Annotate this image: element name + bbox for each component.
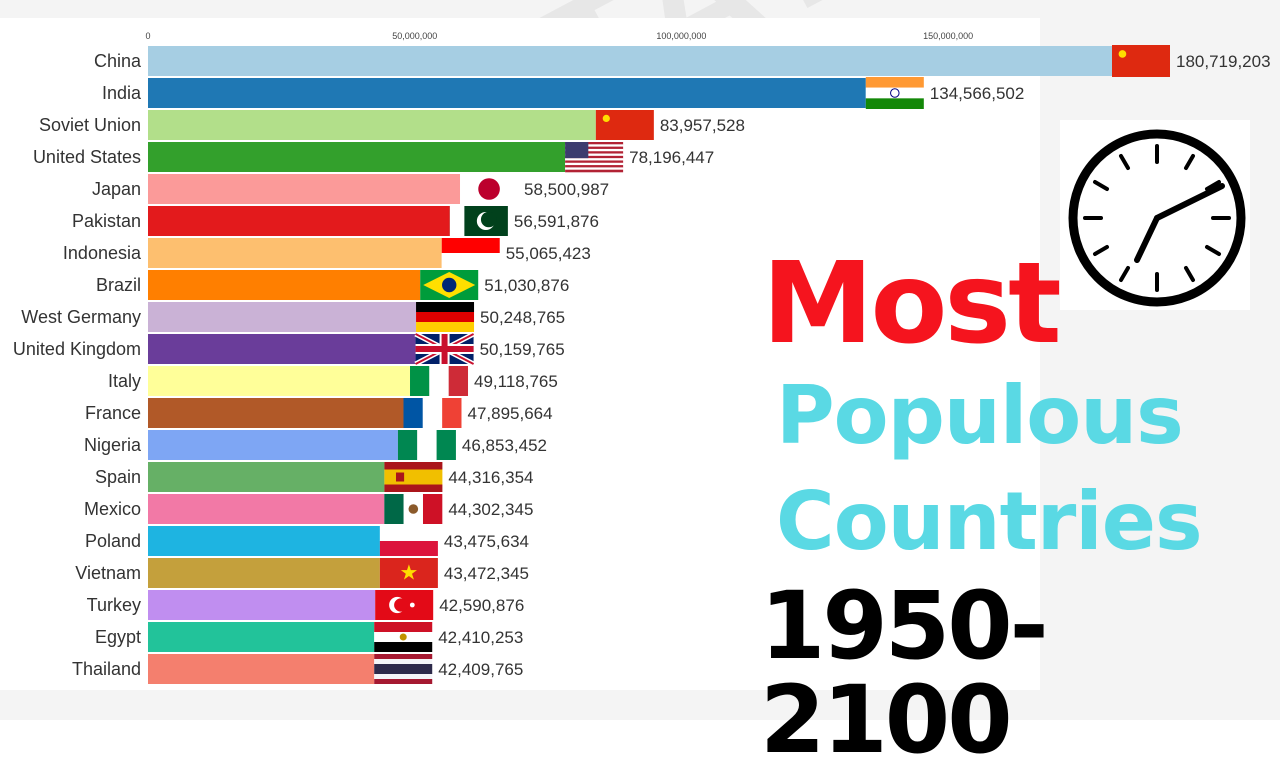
mexico-flag-icon: [384, 494, 443, 524]
category-label: West Germany: [21, 307, 141, 327]
bar: [148, 334, 416, 364]
spain-flag-icon: [384, 462, 443, 492]
category-label: France: [85, 403, 141, 423]
value-label: 55,065,423: [506, 244, 591, 263]
headline-countries: Countries: [776, 475, 1203, 568]
bar: [148, 270, 421, 300]
china-flag-icon: [1112, 45, 1170, 77]
category-label: India: [102, 83, 142, 103]
bar: [148, 110, 596, 140]
x-tick-label: 0: [145, 31, 150, 41]
value-label: 180,719,203: [1176, 52, 1271, 71]
headline-most: Most: [762, 239, 1062, 369]
bar: [148, 654, 375, 684]
west-germany-flag-icon: [416, 302, 475, 332]
turkey-flag-icon: [375, 590, 434, 620]
soviet-union-flag-icon: [595, 110, 654, 140]
bar: [148, 494, 385, 524]
category-label: Thailand: [72, 659, 141, 679]
bar: [148, 78, 866, 108]
category-label: United States: [33, 147, 141, 167]
category-label: Indonesia: [63, 243, 142, 263]
brazil-flag-icon: [420, 270, 479, 300]
bar: [148, 558, 380, 588]
value-label: 51,030,876: [484, 276, 569, 295]
category-label: Brazil: [96, 275, 141, 295]
bar-chart: 0 50,000,000 100,000,000 150,000,000 China 18…: [0, 18, 1271, 690]
bar: [148, 590, 376, 620]
bar: [148, 462, 385, 492]
value-label: 44,302,345: [448, 500, 533, 519]
nigeria-flag-icon: [397, 430, 456, 460]
value-label: 83,957,528: [660, 116, 745, 135]
value-label: 49,118,765: [474, 372, 558, 391]
value-label: 50,159,765: [480, 340, 565, 359]
value-label: 44,316,354: [448, 468, 533, 487]
category-label: Mexico: [84, 499, 141, 519]
value-label: 43,472,345: [444, 564, 529, 583]
category-label: Turkey: [87, 595, 141, 615]
bar: [148, 430, 398, 460]
category-label: Egypt: [95, 627, 141, 647]
india-flag-icon: [865, 77, 924, 109]
bar: [148, 366, 411, 396]
clock-icon: [1060, 120, 1250, 310]
bar: [148, 142, 566, 172]
category-label: United Kingdom: [13, 339, 141, 359]
bar: [148, 238, 442, 268]
value-label: 42,590,876: [439, 596, 524, 615]
value-label: 50,248,765: [480, 308, 565, 327]
bar: [148, 622, 375, 652]
france-flag-icon: [403, 398, 462, 428]
headline-populous: Populous: [776, 369, 1184, 462]
headline-years: 1950-2100: [760, 572, 1049, 775]
bar: [148, 526, 380, 556]
category-label: Poland: [85, 531, 141, 551]
japan-flag-icon: [460, 174, 519, 204]
x-tick-label: 100,000,000: [656, 31, 706, 41]
bar: [148, 206, 450, 236]
category-label: Italy: [108, 371, 141, 391]
bar: [148, 302, 417, 332]
value-label: 134,566,502: [930, 84, 1025, 103]
indonesia-flag-icon: [441, 238, 500, 268]
value-label: 78,196,447: [629, 148, 714, 167]
value-label: 47,895,664: [467, 404, 552, 423]
value-label: 42,410,253: [438, 628, 523, 647]
vietnam-flag-icon: ★: [379, 558, 438, 588]
uk-flag-icon: [414, 331, 475, 367]
category-label: Soviet Union: [39, 115, 141, 135]
italy-flag-icon: [410, 366, 469, 396]
category-label: Nigeria: [84, 435, 142, 455]
svg-text:★: ★: [399, 562, 418, 585]
value-label: 46,853,452: [462, 436, 547, 455]
category-label: Japan: [92, 179, 141, 199]
x-tick-label: 150,000,000: [923, 31, 973, 41]
category-label: Spain: [95, 467, 141, 487]
bar: [148, 174, 461, 204]
category-label: Pakistan: [72, 211, 141, 231]
value-label: 56,591,876: [514, 212, 599, 231]
pakistan-flag-icon: [449, 206, 508, 236]
value-label: 42,409,765: [438, 660, 523, 679]
poland-flag-icon: [379, 526, 438, 556]
value-label: 58,500,987: [524, 180, 609, 199]
category-label: China: [94, 51, 142, 71]
category-label: Vietnam: [75, 563, 141, 583]
x-tick-label: 50,000,000: [392, 31, 437, 41]
value-label: 43,475,634: [444, 532, 529, 551]
thailand-flag-icon: [374, 654, 433, 684]
bar: [148, 398, 404, 428]
bar: [148, 46, 1112, 76]
egypt-flag-icon: [374, 622, 433, 652]
usa-flag-icon: [565, 142, 624, 173]
